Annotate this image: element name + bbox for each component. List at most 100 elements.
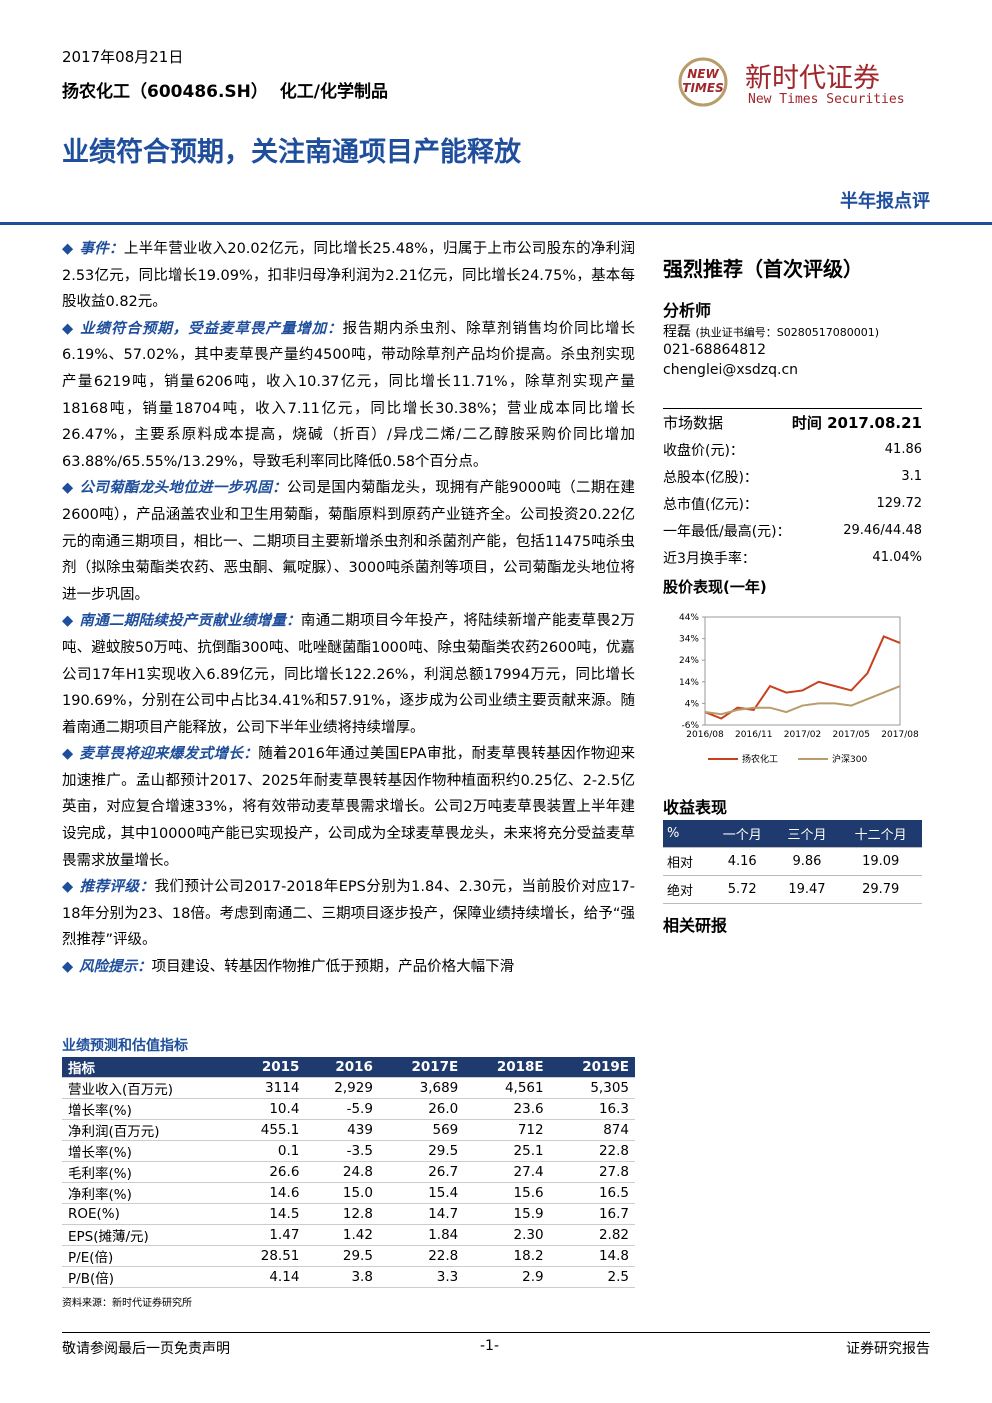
- paragraph: ◆ 业绩符合预期，受益麦草畏产量增加：报告期内杀虫剂、除草剂销售均价同比增长6.1…: [62, 316, 635, 476]
- forecast-cell: 455.1: [231, 1119, 306, 1141]
- forecast-cell: 1.84: [378, 1224, 465, 1246]
- forecast-cell: 毛利率(%): [62, 1161, 232, 1183]
- income-cell: 29.79: [839, 875, 922, 904]
- income-cell: 绝对: [663, 875, 710, 904]
- forecast-cell: 16.5: [549, 1182, 635, 1204]
- y-tick-label: 4%: [685, 699, 700, 709]
- paragraph-heading: 公司菊酯龙头地位进一步巩固：: [79, 480, 287, 497]
- source: 资料来源：新时代证券研究所: [62, 1298, 192, 1309]
- income-cell: 19.09: [839, 847, 922, 876]
- forecast-title: 业绩预测和估值指标: [62, 1038, 188, 1054]
- analyst: 程磊 (执业证书编号：S0280517080001): [663, 321, 879, 341]
- y-tick-label: 44%: [679, 613, 699, 623]
- market-table: 市场数据 时间 2017.08.21 收盘价(元)： 41.86 总股本(亿股)： 3.…: [663, 409, 922, 571]
- forecast-cell: 14.6: [231, 1182, 306, 1204]
- logo-ring: [678, 57, 728, 107]
- forecast-row: P/E(倍) 28.51 29.5 22.8 18.2 14.8: [62, 1245, 635, 1267]
- forecast-cell: 1.42: [305, 1224, 379, 1246]
- income-cell: 19.47: [774, 875, 840, 904]
- income-cell: 十二个月: [839, 820, 922, 848]
- forecast-cell: 2,929: [305, 1077, 379, 1099]
- income-cell: %: [663, 820, 710, 848]
- market-row: 一年最低/最高(元)： 29.46/44.48: [663, 517, 922, 544]
- forecast-cell: 10.4: [231, 1098, 306, 1120]
- forecast-cell: 24.8: [305, 1161, 379, 1183]
- forecast-table: 指标 2015 2016 2017E 2018E 2019E 营业收入(百万元) 3114 2,…: [62, 1057, 635, 1288]
- paragraph-text: 公司是国内菊酯龙头，现拥有产能9000吨（二期在建2600吨），产品涵盖农业和卫…: [62, 480, 636, 603]
- logo-en: New Times Securities: [748, 92, 905, 107]
- footer-right: 证券研究报告: [846, 1341, 930, 1357]
- logo-cn: 新时代证券: [745, 63, 880, 94]
- market-value: 3.1: [901, 469, 922, 484]
- paragraph: ◆ 南通二期陆续投产贡献业绩增量：南通二期项目今年投产，将陆续新增产能麦草畏2万吨…: [62, 608, 635, 741]
- forecast-cell: 2.30: [464, 1224, 550, 1246]
- forecast-cell: 712: [464, 1119, 550, 1141]
- x-tick-label: 2017/08: [881, 730, 919, 740]
- x-tick-label: 2016/08: [686, 730, 724, 740]
- forecast-cell: 29.5: [378, 1140, 465, 1162]
- forecast-cell: P/B(倍): [62, 1266, 232, 1288]
- market-rule: [663, 408, 922, 409]
- x-tick-label: 2017/02: [784, 730, 821, 740]
- income-cell: 4.16: [709, 847, 775, 876]
- market-label: 总股本(亿股)：: [663, 469, 758, 486]
- market-label: 收盘价(元)：: [663, 442, 744, 459]
- legend-label: 扬农化工: [742, 753, 778, 765]
- forecast-row: 净利润(百万元) 455.1 439 569 712 874: [62, 1119, 635, 1141]
- series-line: [704, 635, 901, 720]
- paragraph-text: 项目建设、转基因作物推广低于预期，产品价格大幅下滑: [151, 959, 515, 976]
- forecast-cell: EPS(摊薄/元): [62, 1224, 232, 1246]
- forecast-cell: 15.4: [378, 1182, 465, 1204]
- market-time: 时间 2017.08.21: [791, 414, 922, 432]
- related-heading: 相关研报: [663, 916, 728, 935]
- forecast-cell: 25.1: [464, 1140, 550, 1162]
- forecast-cell: 5,305: [549, 1077, 635, 1099]
- forecast-cell: 12.8: [305, 1203, 379, 1225]
- paragraph-heading: 事件：: [79, 241, 124, 257]
- footer-left: 敬请参阅最后一页免责声明: [62, 1341, 230, 1357]
- report-type: 半年报点评: [840, 191, 930, 212]
- market-value: 29.46/44.48: [843, 523, 922, 538]
- analyst-heading: 分析师: [663, 301, 712, 320]
- forecast-cell: 439: [305, 1119, 379, 1141]
- forecast-cell: 0.1: [231, 1140, 306, 1162]
- paragraph-text: 报告期内杀虫剂、除草剂销售均价同比增长6.19%、57.02%，其中麦草畏产量约…: [62, 320, 635, 470]
- rating: 强烈推荐（首次评级）: [663, 257, 863, 281]
- forecast-cell: ROE(%): [62, 1203, 232, 1225]
- forecast-cell: 2016: [305, 1057, 379, 1078]
- income-row: 绝对 5.72 19.47 29.79: [663, 875, 922, 904]
- bullet: ◆: [62, 241, 74, 257]
- income-cell: 5.72: [709, 875, 775, 904]
- email: chenglei@xsdzq.cn: [663, 362, 799, 378]
- forecast-cell: 14.7: [378, 1203, 465, 1225]
- bullet: ◆: [62, 320, 75, 337]
- forecast-cell: P/E(倍): [62, 1245, 232, 1267]
- income-cell: 相对: [663, 847, 710, 876]
- forecast-cell: 增长率(%): [62, 1140, 232, 1162]
- forecast-cell: 16.7: [549, 1203, 635, 1225]
- forecast-cell: 营业收入(百万元): [62, 1077, 232, 1099]
- company-name: 扬农化工（600486.SH）: [62, 82, 268, 102]
- income-cell: 一个月: [709, 820, 775, 848]
- forecast-cell: 1.47: [231, 1224, 306, 1246]
- legend-label: 沪深300: [832, 753, 867, 765]
- y-tick-label: 34%: [679, 635, 699, 645]
- forecast-cell: 14.5: [231, 1203, 306, 1225]
- paragraph-heading: 南通二期陆续投产贡献业绩增量：: [79, 613, 301, 630]
- market-heading: 市场数据: [663, 414, 724, 432]
- series-line: [704, 685, 901, 716]
- paragraph: ◆ 事件：上半年营业收入20.02亿元，同比增长25.48%，归属于上市公司股东的…: [62, 236, 635, 316]
- paragraph: ◆ 麦草畏将迎来爆发式增长：随着2016年通过美国EPA审批，耐麦草畏转基因作物迎…: [62, 741, 635, 874]
- x-tick-label: 2016/11: [735, 730, 772, 740]
- paragraph-text: 随着2016年通过美国EPA审批，耐麦草畏转基因作物迎来加速推广。孟山都预计20…: [62, 746, 636, 869]
- analyst-name: 程磊: [663, 324, 691, 340]
- market-label: 近3月换手率：: [663, 550, 756, 567]
- analyst-cert: (执业证书编号：S0280517080001): [695, 326, 879, 339]
- forecast-cell: 874: [549, 1119, 635, 1141]
- body-text: ◆ 事件：上半年营业收入20.02亿元，同比增长25.48%，归属于上市公司股东的…: [62, 236, 635, 981]
- report-date: 2017年08月21日: [62, 48, 184, 66]
- header-rule: [0, 222, 992, 225]
- forecast-cell: 4.14: [231, 1266, 306, 1288]
- forecast-cell: 净利率(%): [62, 1182, 232, 1204]
